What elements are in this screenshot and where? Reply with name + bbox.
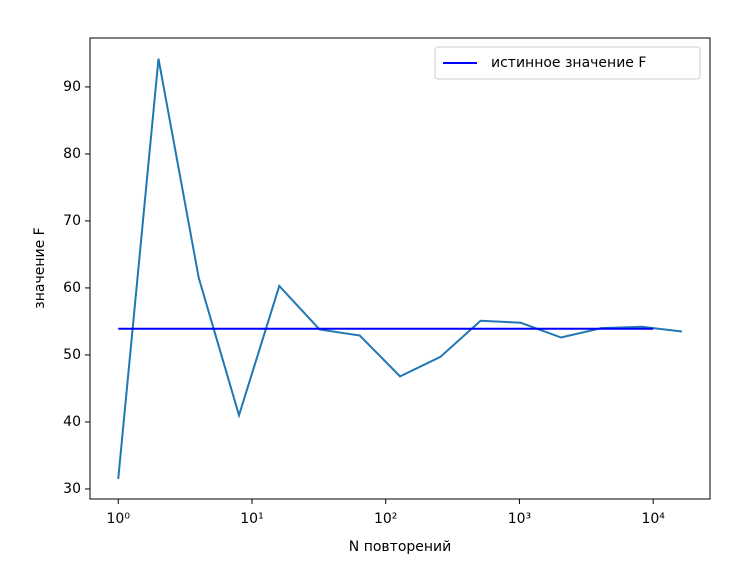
y-tick-label: 40 [63,414,81,430]
x-tick-label: 10⁰ [107,511,131,527]
data-line [117,58,682,479]
x-tick-label: 10³ [508,511,531,527]
y-tick-label: 30 [63,481,81,497]
y-tick-label: 80 [63,146,81,162]
plot-frame [89,37,711,500]
legend-label: истинное значение F [491,55,646,71]
y-tick-label: 50 [63,347,81,363]
y-tick-label: 60 [63,280,81,296]
y-tick-label: 70 [63,213,81,229]
x-tick-label: 10¹ [240,511,263,527]
x-tick-label: 10⁴ [641,511,665,527]
y-axis-label: значение F [32,227,48,308]
x-tick-label: 10² [374,511,397,527]
y-tick-label: 90 [63,79,81,95]
legend-box [434,46,701,80]
x-axis-label: N повторений [349,539,451,555]
